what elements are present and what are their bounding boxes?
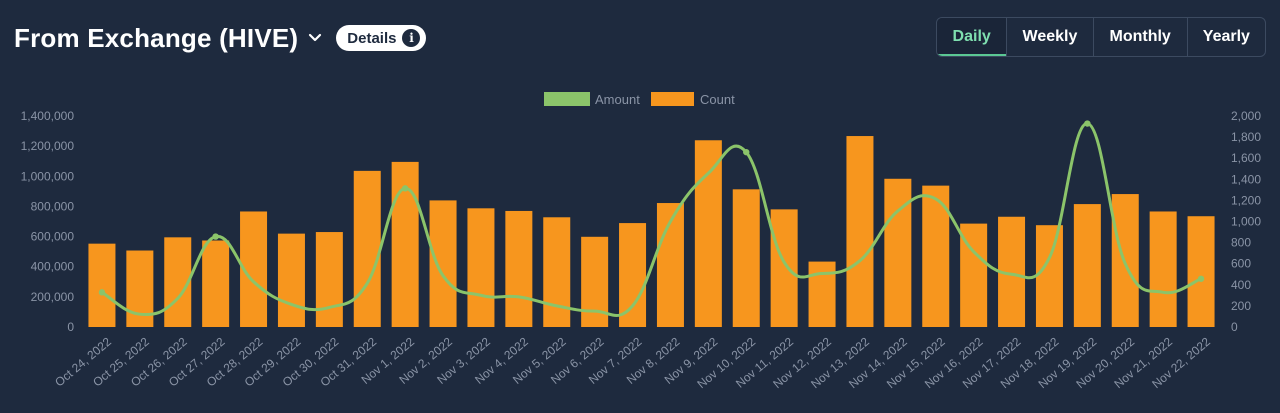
legend-label-amount: Amount — [595, 92, 640, 107]
page-title: From Exchange (HIVE) — [14, 22, 299, 53]
chart-header: From Exchange (HIVE) Details i — [14, 18, 427, 58]
details-button[interactable]: Details i — [336, 25, 427, 51]
info-icon: i — [402, 29, 421, 47]
tab-weekly-label: Weekly — [1022, 28, 1078, 45]
y-left-tick-label: 1,000,000 — [21, 169, 75, 183]
count-bar — [88, 243, 116, 327]
tab-monthly[interactable]: Monthly — [1094, 18, 1188, 56]
y-right-tick-label: 1,400 — [1231, 172, 1261, 186]
y-left-tick-label: 200,000 — [31, 290, 75, 304]
y-left-tick-label: 1,400,000 — [21, 109, 75, 123]
y-right-tick-label: 600 — [1231, 257, 1251, 271]
amount-point — [212, 233, 219, 240]
y-right-tick-label: 1,800 — [1231, 130, 1261, 144]
amount-point — [743, 148, 750, 156]
y-right-tick-label: 200 — [1231, 299, 1251, 313]
count-bar — [315, 232, 343, 327]
count-bar — [543, 217, 571, 327]
legend-swatch-amount — [544, 92, 590, 106]
tab-monthly-label: Monthly — [1109, 28, 1171, 45]
amount-point — [1084, 120, 1091, 127]
count-bar — [884, 178, 912, 327]
count-bar — [505, 210, 533, 327]
y-right-tick-label: 400 — [1231, 278, 1251, 292]
exchange-chart: Amount Count 0 200,000 400,000 600,000 800,000… — [21, 92, 1261, 391]
y-left-tick-label: 600,000 — [31, 230, 75, 244]
y-right-tick-label: 0 — [1231, 320, 1238, 334]
y-right-tick-label: 800 — [1231, 236, 1251, 250]
count-bar — [808, 261, 836, 327]
count-bar — [1187, 216, 1215, 327]
y-left-tick-label: 400,000 — [31, 260, 75, 274]
amount-point — [401, 185, 409, 192]
amount-line — [101, 122, 1202, 317]
count-bar — [353, 170, 381, 327]
count-bar — [732, 189, 760, 327]
tab-yearly-label: Yearly — [1202, 28, 1250, 45]
count-bar — [846, 136, 874, 327]
details-label: Details — [347, 29, 397, 47]
count-bar — [694, 140, 722, 327]
y-left-tick-label: 800,000 — [31, 199, 75, 213]
tab-weekly[interactable]: Weekly — [1007, 18, 1094, 56]
amount-point — [1197, 275, 1205, 282]
count-bar — [619, 223, 647, 327]
y-left-tick-label: 0 — [67, 320, 74, 334]
count-bar — [770, 209, 798, 327]
tab-yearly[interactable]: Yearly — [1188, 18, 1265, 56]
count-bar — [429, 200, 457, 327]
count-bar — [467, 208, 495, 327]
count-bar — [1073, 204, 1101, 327]
y-left-tick-label: 1,200,000 — [21, 139, 75, 153]
y-right-tick-label: 2,000 — [1231, 109, 1261, 123]
count-bar — [202, 240, 230, 327]
legend-label-count: Count — [700, 92, 735, 107]
chevron-down-icon[interactable] — [304, 27, 326, 49]
y-right-tick-label: 1,000 — [1231, 215, 1261, 229]
legend-swatch-count — [651, 92, 694, 106]
y-right-tick-label: 1,600 — [1231, 151, 1261, 165]
count-bar — [1035, 225, 1063, 327]
count-bar — [1149, 211, 1177, 327]
tab-daily-label: Daily — [952, 28, 991, 45]
count-bar — [277, 233, 305, 327]
tab-daily[interactable]: Daily — [937, 18, 1008, 56]
y-right-tick-label: 1,200 — [1231, 193, 1261, 207]
period-tabs: Daily Weekly Monthly Yearly — [936, 17, 1266, 57]
amount-point — [98, 289, 106, 296]
